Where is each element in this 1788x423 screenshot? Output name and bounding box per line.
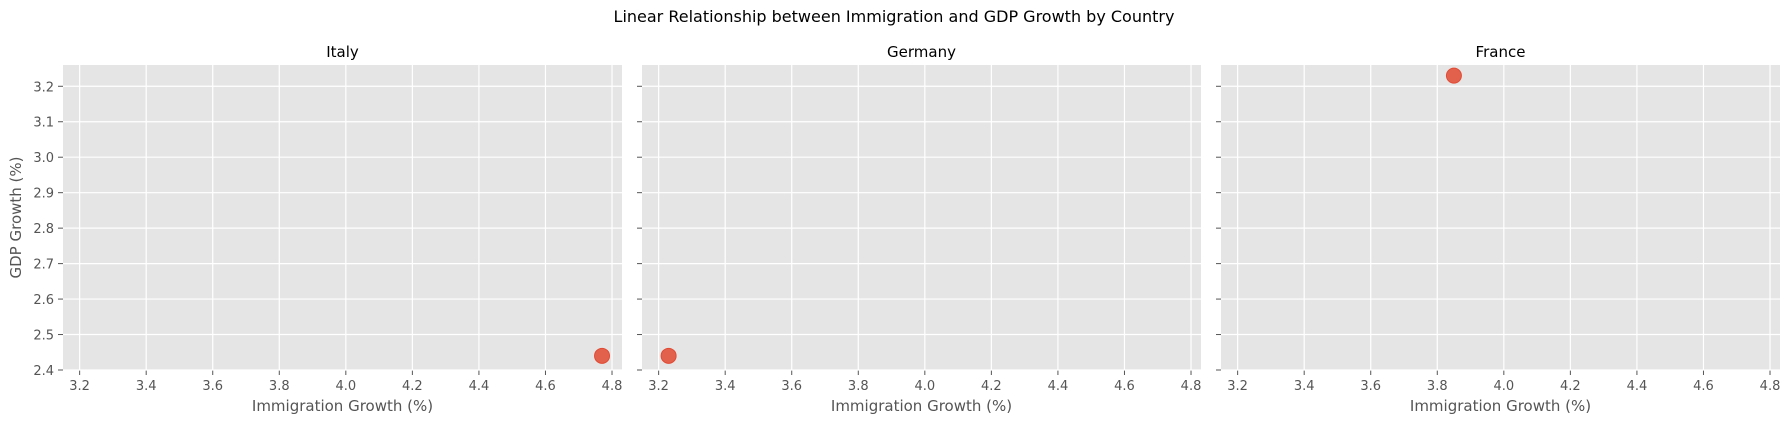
x-axis-label: Immigration Growth (%) bbox=[1410, 397, 1591, 415]
x-tick-label: 4.2 bbox=[402, 379, 423, 394]
plot-area bbox=[1221, 65, 1780, 370]
y-tick-label: 3.0 bbox=[33, 151, 54, 166]
x-tick-label: 4.8 bbox=[1181, 379, 1202, 394]
x-axis-label: Immigration Growth (%) bbox=[252, 397, 433, 415]
x-tick-label: 4.6 bbox=[1693, 379, 1714, 394]
x-tick-label: 3.2 bbox=[69, 379, 90, 394]
y-tick-label: 3.1 bbox=[33, 116, 54, 131]
x-tick-label: 3.4 bbox=[715, 379, 736, 394]
x-tick-label: 3.4 bbox=[1294, 379, 1315, 394]
x-tick-label: 4.2 bbox=[981, 379, 1002, 394]
y-tick-label: 2.7 bbox=[33, 258, 54, 273]
y-tick-label: 2.5 bbox=[33, 329, 54, 344]
x-tick-label: 3.6 bbox=[781, 379, 802, 394]
y-tick-label: 3.2 bbox=[33, 80, 54, 95]
x-tick-label: 4.0 bbox=[335, 379, 356, 394]
panel-title: Italy bbox=[326, 43, 359, 61]
x-tick-label: 4.4 bbox=[1048, 379, 1069, 394]
plot-area bbox=[63, 65, 622, 370]
data-point bbox=[660, 347, 677, 364]
x-tick-label: 4.2 bbox=[1560, 379, 1581, 394]
data-point bbox=[594, 347, 611, 364]
x-tick-label: 3.6 bbox=[202, 379, 223, 394]
x-tick-label: 3.2 bbox=[648, 379, 669, 394]
panel-italy: 3.2 3.4 3.6 3.8 4.0 4.2 4.4 4.6 4.8 2.4 2.5 2.6 2.7 2… bbox=[33, 43, 622, 415]
x-axis-label: Immigration Growth (%) bbox=[831, 397, 1012, 415]
x-tick-label: 4.8 bbox=[602, 379, 623, 394]
x-tick-label: 4.6 bbox=[1114, 379, 1135, 394]
x-tick-label: 4.0 bbox=[914, 379, 935, 394]
panel-france: 3.2 3.4 3.6 3.8 4.0 4.2 4.4 4.6 4.8 France Immigra… bbox=[1216, 43, 1780, 415]
y-tick-label: 2.9 bbox=[33, 187, 54, 202]
x-tick-label: 3.8 bbox=[269, 379, 290, 394]
x-tick-label: 3.2 bbox=[1227, 379, 1248, 394]
x-tick-label: 4.8 bbox=[1760, 379, 1781, 394]
y-tick-label: 2.8 bbox=[33, 222, 54, 237]
x-tick-label: 4.6 bbox=[535, 379, 556, 394]
plot-area bbox=[642, 65, 1201, 370]
x-tick-label: 4.4 bbox=[469, 379, 490, 394]
x-tick-label: 3.8 bbox=[1427, 379, 1448, 394]
y-tick-label: 2.4 bbox=[33, 364, 54, 379]
y-axis-label: GDP Growth (%) bbox=[7, 156, 25, 278]
panel-title: France bbox=[1476, 43, 1526, 61]
panel-germany: 3.2 3.4 3.6 3.8 4.0 4.2 4.4 4.6 4.8 Germany Immigr… bbox=[637, 43, 1201, 415]
x-tick-label: 3.6 bbox=[1360, 379, 1381, 394]
x-tick-label: 4.0 bbox=[1493, 379, 1514, 394]
data-point bbox=[1445, 67, 1462, 84]
x-tick-label: 3.8 bbox=[848, 379, 869, 394]
x-tick-label: 3.4 bbox=[136, 379, 157, 394]
panel-title: Germany bbox=[887, 43, 956, 61]
y-tick-label: 2.6 bbox=[33, 293, 54, 308]
x-tick-label: 4.4 bbox=[1627, 379, 1648, 394]
chart-title: Linear Relationship between Immigration … bbox=[614, 7, 1175, 26]
